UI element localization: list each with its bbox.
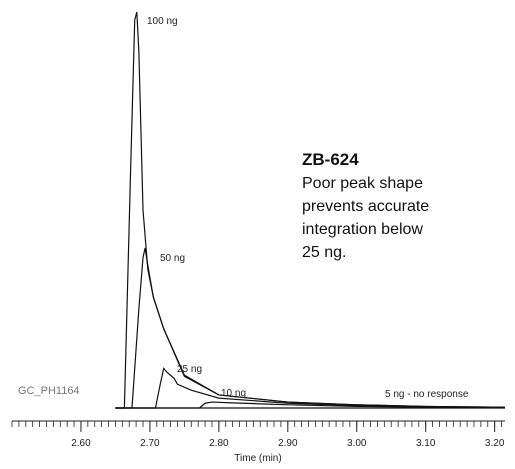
peak-label: 100 ng [147, 16, 178, 27]
x-tick-label: 3.20 [485, 438, 505, 449]
trace [115, 401, 506, 409]
annotation-line: integration below [302, 221, 423, 238]
x-tick-label: 2.60 [71, 438, 91, 449]
x-tick-label: 3.10 [416, 438, 436, 449]
x-tick-label: 2.90 [278, 438, 298, 449]
trace [115, 367, 506, 409]
trace [115, 247, 506, 409]
x-tick-label: 3.00 [347, 438, 367, 449]
x-axis-title: Time (min) [234, 453, 281, 464]
annotation-line: 25 ng. [302, 244, 346, 261]
peak-label: 25 ng [177, 364, 202, 375]
annotation-title: ZB-624 [302, 150, 359, 169]
peak-label: 10 ng [221, 388, 246, 399]
annotation-line: prevents accurate [302, 198, 429, 215]
x-tick-label: 2.70 [140, 438, 160, 449]
method-id: GC_PH1164 [18, 385, 80, 397]
peak-label: 50 ng [160, 253, 185, 264]
x-tick-label: 2.80 [209, 438, 229, 449]
peak-label: 5 ng - no response [385, 389, 469, 400]
annotation-line: Poor peak shape [302, 175, 423, 192]
